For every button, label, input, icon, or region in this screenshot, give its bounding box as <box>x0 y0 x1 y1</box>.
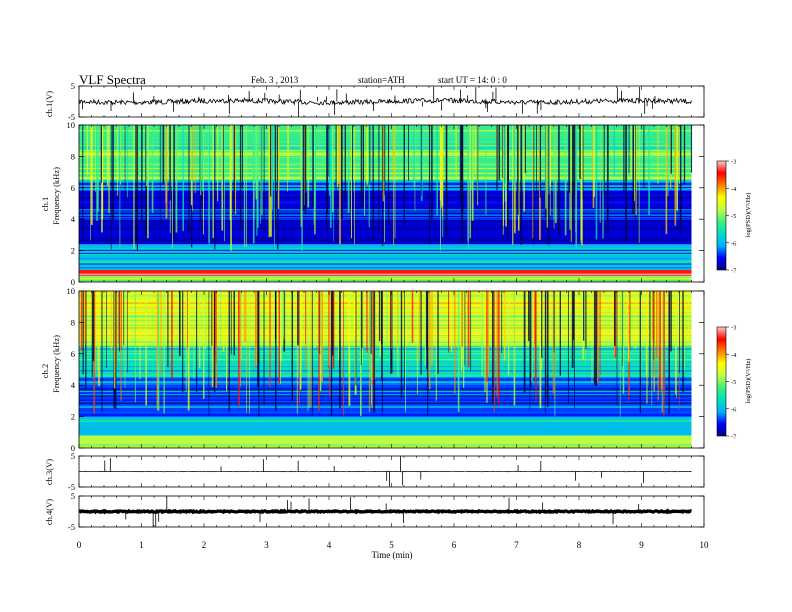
y-tick-label: -5 <box>68 112 75 122</box>
x-tick-label: 8 <box>577 540 582 550</box>
x-tick-label: 2 <box>202 540 207 550</box>
ch2-spectrogram-ylabel-channel: ch.2 <box>40 364 50 378</box>
time-axis: 0 1 2 3 4 5 6 7 8 9 10 <box>77 540 709 550</box>
psd-band <box>79 443 692 448</box>
waveform-trace <box>78 97 692 106</box>
x-tick-label: 4 <box>327 540 332 550</box>
x-tick-label: 1 <box>139 540 144 550</box>
x-tick-label: 7 <box>514 540 519 550</box>
ch4-waveform-panel: 5 -5 <box>68 491 705 532</box>
colorbar-tick-label: -3 <box>731 325 736 332</box>
x-tick-label: 9 <box>639 540 644 550</box>
psd-band <box>79 377 692 417</box>
y-tick-label: 5 <box>71 81 75 91</box>
ch1-colorbar: -3 -4 -5 -6 -7 <box>716 159 737 275</box>
y-tick-label: 0 <box>71 277 75 287</box>
psd-band <box>79 435 692 444</box>
spectrogram-image <box>79 291 692 448</box>
colorbar-tick-label: -7 <box>731 434 737 441</box>
spectrogram-image <box>79 125 693 282</box>
start-time-label: start UT = 14: 0 : 0 <box>438 75 507 85</box>
y-tick-label: 2 <box>71 246 75 256</box>
x-tick-label: 6 <box>452 540 457 550</box>
colorbar-tick-label: -5 <box>731 213 736 220</box>
x-tick-label: 3 <box>264 540 269 550</box>
y-tick-label: -5 <box>68 482 75 492</box>
colorbar-tick-label: -6 <box>731 240 737 247</box>
y-tick-label: 4 <box>71 214 76 224</box>
y-tick-label: 4 <box>71 380 76 390</box>
y-tick-label: 6 <box>71 349 75 359</box>
ch3-waveform-ylabel: ch.3(V) <box>44 459 54 485</box>
station-label: station=ATH <box>358 75 405 85</box>
y-tick-label: 10 <box>67 286 76 296</box>
ch2-colorbar-label: log(PSD)(V²/Hz) <box>745 359 752 404</box>
psd-band <box>79 244 692 270</box>
y-tick-label: 5 <box>71 451 75 461</box>
y-tick-label: 5 <box>71 491 75 501</box>
colorbar-scale <box>716 160 727 271</box>
y-tick-label: 6 <box>71 183 75 193</box>
y-tick-label: 2 <box>71 412 75 422</box>
ch3-waveform-panel: 5 -5 <box>68 451 705 492</box>
colorbar-scale <box>716 326 727 437</box>
date-label: Feb. 3 , 2013 <box>251 75 299 85</box>
colorbar-tick-label: -5 <box>731 379 736 386</box>
time-axis-label: Time (min) <box>372 550 413 560</box>
ch2-colorbar: -3 -4 -5 -6 -7 <box>716 325 737 441</box>
x-tick-label: 5 <box>389 540 394 550</box>
ch1-spectrogram-ylabel-frequency: Frequency (kHz) <box>51 167 61 225</box>
ch1-colorbar-label: log(PSD)(V²/Hz) <box>745 193 752 238</box>
y-tick-label: -5 <box>68 522 75 532</box>
y-tick-label: 8 <box>71 151 75 161</box>
waveform-trace <box>78 508 693 515</box>
colorbar-tick-label: -4 <box>731 186 737 193</box>
ch1-spectrogram-ylabel-channel: ch.1 <box>40 197 50 211</box>
colorbar-tick-label: -6 <box>731 406 737 413</box>
ch4-waveform-ylabel: ch.4(V) <box>44 499 54 525</box>
ch1-waveform-panel: 5 -5 <box>68 81 705 122</box>
colorbar-tick-label: -4 <box>731 352 737 359</box>
waveform-trace <box>78 470 692 473</box>
figure-title: VLF Spectra <box>79 72 146 87</box>
ch1-spectrogram-panel: 0 2 4 6 8 10 <box>67 120 705 287</box>
x-tick-label: 10 <box>700 540 710 550</box>
y-tick-label: 10 <box>67 120 76 130</box>
psd-band <box>79 269 692 276</box>
ch1-waveform-ylabel: ch.1(V) <box>44 91 54 117</box>
colorbar-tick-label: -7 <box>731 268 737 275</box>
ch2-spectrogram-ylabel-frequency: Frequency (kHz) <box>51 335 61 393</box>
colorbar-tick-label: -3 <box>731 159 736 166</box>
y-tick-label: 8 <box>71 317 75 327</box>
ch2-spectrogram-panel: 0 2 4 6 8 10 <box>67 286 705 453</box>
x-tick-label: 0 <box>77 540 82 550</box>
y-tick-label: 0 <box>71 443 75 453</box>
